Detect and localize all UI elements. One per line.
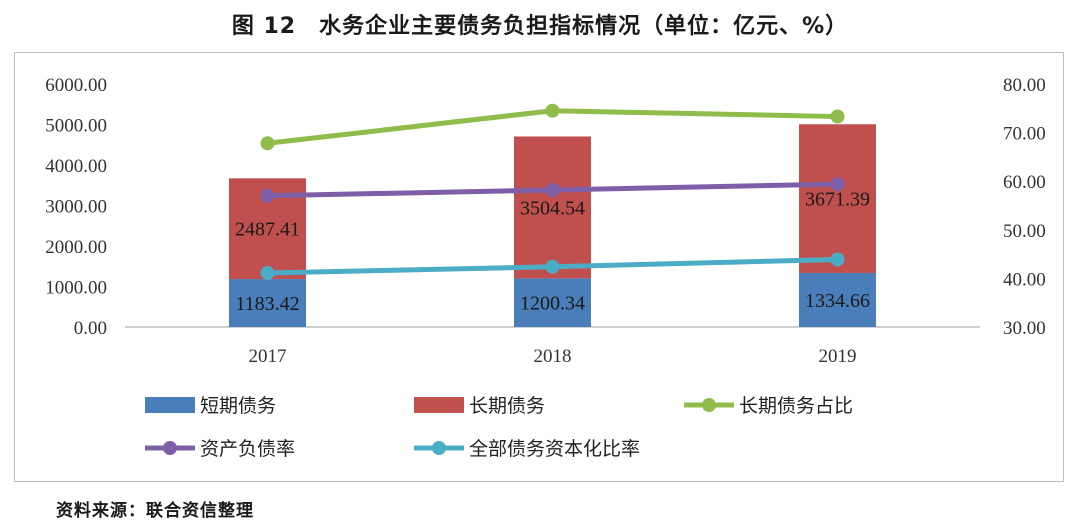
right-tick-label: 80.00 (1003, 75, 1046, 96)
bar-value-label: 3504.54 (520, 197, 585, 219)
bar-short-term-debt (229, 279, 306, 327)
legend-item: 短期债务 (145, 395, 276, 417)
bar-long-term-debt (799, 124, 876, 273)
x-tick-label: 2018 (534, 346, 572, 367)
chart-frame (14, 52, 1064, 482)
series-point (260, 136, 275, 151)
legend-label: 长期债务 (469, 395, 545, 417)
left-tick-label: 3000.00 (45, 197, 107, 218)
legend-swatch (414, 397, 464, 413)
bar-short-term-debt (514, 278, 591, 327)
x-axis: 2017 2018 2019 (249, 346, 857, 367)
legend-label: 长期债务占比 (739, 395, 853, 417)
legend-marker (702, 398, 716, 412)
series-point (830, 177, 845, 192)
chart-title: 图 12 水务企业主要债务负担指标情况（单位：亿元、%） (231, 14, 849, 39)
left-axis: 0.00 1000.00 2000.00 3000.00 4000.00 5000.00 6… (45, 75, 107, 339)
right-axis: 30.00 40.00 50.00 60.00 70.00 80.00 (1003, 75, 1046, 339)
legend-marker (163, 441, 177, 455)
legend-marker (432, 441, 446, 455)
right-tick-label: 70.00 (1003, 124, 1046, 145)
legend-label: 全部债务资本化比率 (469, 438, 640, 460)
legend-item: 长期债务 (414, 395, 545, 417)
series-point (545, 182, 560, 197)
series-point (545, 103, 560, 118)
x-tick-label: 2017 (249, 346, 287, 367)
left-tick-label: 4000.00 (45, 156, 107, 177)
legend-item: 全部债务资本化比率 (414, 438, 640, 460)
series-point (830, 252, 845, 267)
bars (229, 124, 876, 327)
series-point (830, 109, 845, 124)
legend-swatch (145, 397, 195, 413)
bar-labels: 1183.42 2487.41 1200.34 3504.54 1334.66 3671.… (235, 189, 870, 315)
bar-long-term-debt (514, 136, 591, 279)
legend-label: 资产负债率 (200, 438, 295, 460)
series-point (545, 259, 560, 274)
lines (260, 103, 845, 281)
left-tick-label: 0.00 (74, 318, 107, 339)
left-tick-label: 1000.00 (45, 278, 107, 299)
right-tick-label: 30.00 (1003, 318, 1046, 339)
bar-value-label: 3671.39 (805, 189, 870, 211)
legend-item: 资产负债率 (145, 438, 295, 460)
bar-value-label: 2487.41 (235, 219, 300, 241)
legend-label: 短期债务 (200, 395, 276, 417)
left-tick-label: 6000.00 (45, 75, 107, 96)
left-tick-label: 5000.00 (45, 116, 107, 137)
right-tick-label: 40.00 (1003, 269, 1046, 290)
bar-value-label: 1183.42 (235, 293, 299, 315)
chart-svg: 0.00 1000.00 2000.00 3000.00 4000.00 5000.00 6… (45, 75, 1046, 460)
series-point (260, 266, 275, 281)
bar-value-label: 1334.66 (805, 290, 870, 312)
right-tick-label: 60.00 (1003, 172, 1046, 193)
left-tick-label: 2000.00 (45, 237, 107, 258)
x-tick-label: 2019 (819, 346, 857, 367)
bar-short-term-debt (799, 272, 876, 327)
series-point (260, 188, 275, 203)
legend-item: 长期债务占比 (684, 395, 853, 417)
source-note: 资料来源：联合资信整理 (56, 501, 254, 521)
bar-value-label: 1200.34 (520, 293, 585, 315)
right-tick-label: 50.00 (1003, 221, 1046, 242)
